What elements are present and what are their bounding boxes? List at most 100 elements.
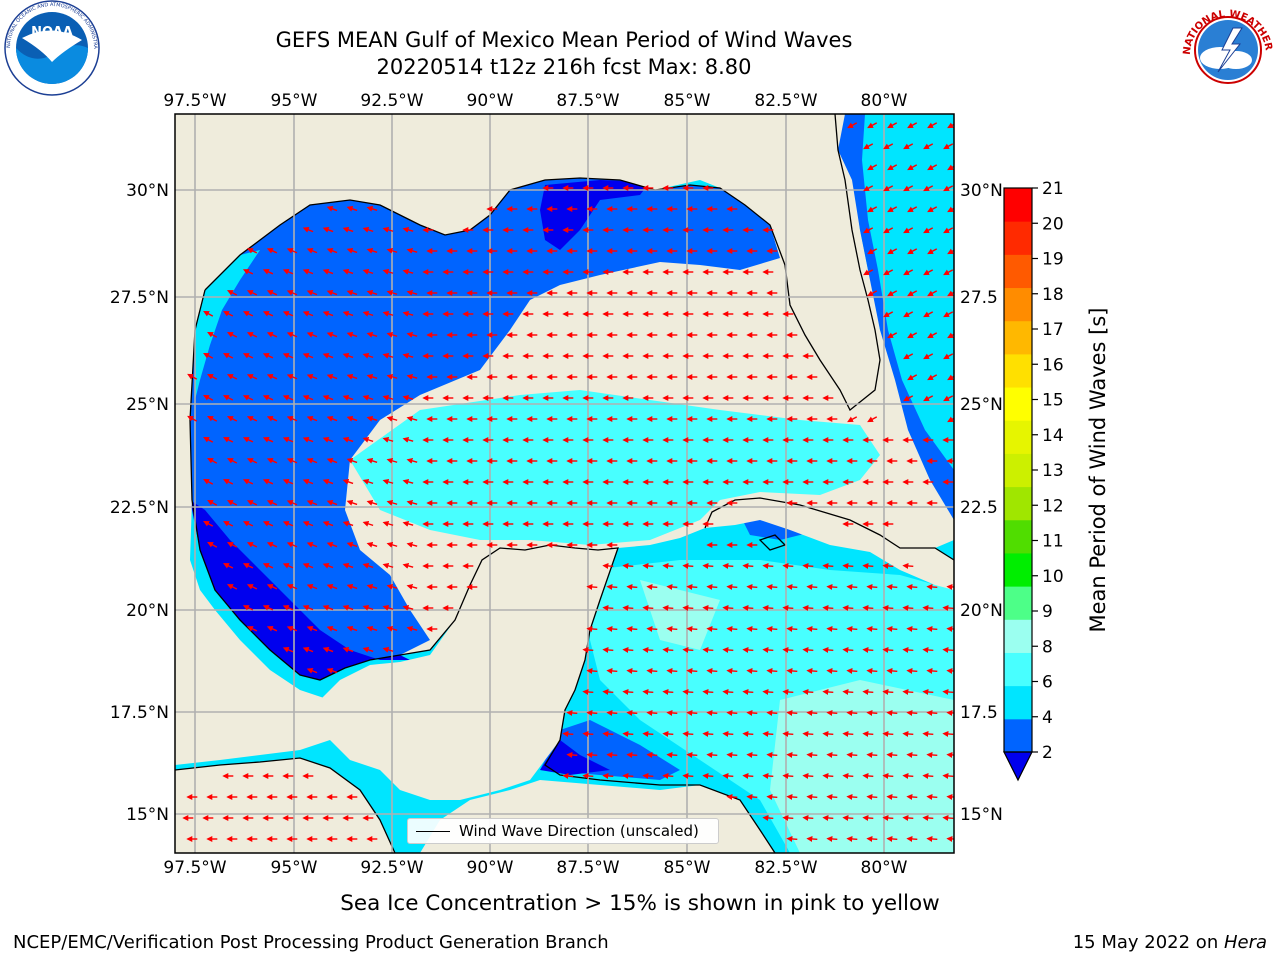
wind-wave-arrow (866, 667, 878, 674)
wind-wave-arrow (846, 793, 858, 800)
wind-wave-arrow (246, 542, 258, 548)
wind-wave-arrow (362, 352, 374, 359)
wind-wave-arrow (722, 772, 734, 779)
wind-wave-arrow (706, 667, 718, 674)
wind-wave-arrow (326, 500, 338, 506)
wind-wave-arrow (943, 185, 954, 192)
wind-wave-arrow (826, 751, 838, 758)
wind-wave-arrow (266, 332, 278, 338)
wind-wave-arrow (406, 541, 418, 548)
wind-wave-arrow (923, 185, 934, 192)
wind-wave-arrow (922, 772, 934, 779)
colorbar-tick-label: 8 (1042, 637, 1053, 657)
land-us-gulf-coast (175, 114, 700, 560)
wind-wave-arrow (222, 395, 234, 401)
wind-wave-arrow (586, 625, 598, 632)
wind-wave-arrow (266, 374, 278, 380)
wind-wave-arrow (766, 793, 778, 800)
wind-wave-arrow (926, 667, 938, 674)
wind-wave-arrow (862, 604, 874, 611)
wind-wave-arrow (342, 478, 354, 485)
wind-wave-arrow (806, 625, 818, 632)
wind-wave-arrow (887, 164, 898, 171)
wind-wave-arrow (266, 416, 278, 422)
wind-wave-arrow (922, 814, 934, 821)
wind-wave-arrow (746, 751, 758, 758)
wind-wave-arrow (302, 311, 314, 317)
wind-wave-arrow (726, 709, 738, 716)
wind-wave-arrow (226, 332, 238, 338)
wind-wave-arrow (903, 269, 914, 276)
wind-wave-arrow (782, 688, 794, 695)
wind-wave-arrow (266, 542, 278, 548)
wind-wave-arrow (562, 772, 574, 779)
credit-text: NCEP/EMC/Verification Post Processing Pr… (13, 932, 609, 953)
wind-wave-arrow (306, 542, 318, 548)
wind-wave-arrow (842, 646, 854, 653)
wind-wave-arrow (902, 814, 914, 821)
wind-wave-arrow (822, 772, 834, 779)
wind-wave-arrow (842, 772, 854, 779)
colorbar-under-extension (1003, 751, 1033, 782)
wind-wave-arrow (582, 772, 594, 779)
wind-wave-arrow (306, 416, 318, 422)
wind-wave-arrow (887, 122, 898, 129)
wind-wave-arrow (326, 206, 338, 212)
wind-wave-arrow (242, 521, 254, 527)
wind-wave-arrow (826, 835, 838, 842)
colorbar-segment (1004, 353, 1032, 388)
wind-wave-arrow (382, 520, 394, 527)
wind-wave-arrow (382, 352, 394, 359)
colorbar: 2 4 6 8 9 10 11 12 13 14 15 16 17 18 19 20 21 (1003, 179, 1064, 782)
wind-wave-arrow (382, 226, 394, 233)
colorbar-segment (1004, 188, 1032, 222)
lat-label: 27.5°N (110, 288, 169, 308)
wind-wave-arrow (947, 248, 954, 255)
wind-wave-arrow (342, 436, 354, 443)
wind-wave-arrow (286, 500, 298, 506)
colorbar-segment (1004, 387, 1032, 421)
wind-wave-arrow (406, 457, 418, 464)
wind-wave-arrow (802, 772, 814, 779)
wind-wave-arrow (246, 458, 258, 464)
wind-wave-arrow (863, 227, 874, 234)
wind-wave-arrow (322, 563, 334, 569)
lon-label: 90°W (467, 91, 514, 111)
wind-wave-arrow (826, 583, 838, 590)
wind-wave-arrow (903, 185, 914, 192)
wind-wave-arrow (402, 226, 414, 233)
wind-wave-arrow (926, 625, 938, 632)
wind-wave-arrow (802, 646, 814, 653)
lat-label: 22.5 (960, 498, 998, 518)
wind-wave-arrow (662, 772, 674, 779)
wind-wave-arrow (666, 751, 678, 758)
wind-wave-arrow (907, 164, 918, 171)
wind-wave-arrow (662, 688, 674, 695)
wind-wave-arrow (702, 730, 714, 737)
wind-wave-arrow (282, 563, 294, 569)
colorbar-tick-label: 11 (1042, 532, 1064, 552)
wind-wave-arrow (386, 415, 398, 422)
wind-wave-arrow (266, 248, 278, 254)
wind-wave-arrow (846, 751, 858, 758)
wind-wave-arrow (762, 730, 774, 737)
wind-wave-arrow (942, 646, 954, 653)
wind-wave-arrow (382, 646, 394, 653)
wind-wave-arrow (402, 268, 414, 275)
wind-wave-arrow (906, 709, 918, 716)
wind-wave-arrow (906, 583, 918, 590)
sea-ice-note: Sea Ice Concentration > 15% is shown in … (340, 891, 940, 916)
wind-wave-arrow (362, 268, 374, 275)
wind-wave-arrow (366, 331, 378, 338)
wind-wave-arrow (926, 793, 938, 800)
wind-wave-arrow (282, 647, 294, 653)
wind-wave-arrow (366, 373, 378, 380)
wind-wave-arrow (946, 667, 954, 674)
wind-wave-arrow (342, 268, 354, 275)
colorbar-segment (1004, 254, 1032, 289)
wind-wave-arrow (362, 478, 374, 485)
wind-wave-arrow (602, 688, 614, 695)
land-mexico (175, 560, 330, 765)
wind-wave-arrow (326, 290, 338, 296)
wind-wave-arrow (626, 667, 638, 674)
